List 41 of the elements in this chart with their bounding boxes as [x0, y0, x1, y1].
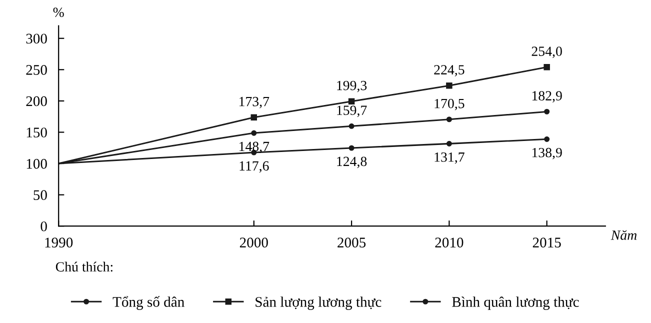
data-label: 148,7 — [239, 142, 270, 154]
point — [250, 114, 258, 121]
legend-label: Sản lượng lương thực — [256, 296, 382, 310]
x-tick-label: 2015 — [532, 238, 561, 248]
data-label: 117,6 — [240, 161, 269, 173]
x-tick-label: 2005 — [338, 238, 366, 248]
y-tick-label: 250 — [26, 65, 47, 75]
y-tick-label: 50 — [34, 190, 47, 200]
legend-title: Chú thích: — [56, 262, 112, 272]
legend-label: Bình quân lương thực — [452, 296, 579, 310]
y-axis-title: % — [53, 8, 64, 18]
data-label: 124,8 — [337, 156, 367, 168]
data-label: 159,7 — [337, 106, 367, 117]
data-label: 254,0 — [532, 46, 562, 58]
point — [348, 98, 355, 104]
y-tick-label: 300 — [26, 34, 47, 44]
data-label: 182,9 — [532, 91, 562, 102]
data-label: 199,3 — [337, 80, 367, 92]
x-axis-title: Năm — [610, 230, 637, 240]
x-tick-label: 2010 — [435, 238, 464, 248]
point — [446, 116, 452, 122]
data-label: 173,7 — [239, 96, 270, 108]
point — [251, 130, 257, 136]
data-label: 170,5 — [434, 98, 464, 110]
point — [544, 108, 550, 114]
point — [446, 82, 452, 89]
point — [544, 136, 550, 142]
x-tick-label: 1990 — [45, 238, 73, 248]
data-label: 138,9 — [532, 148, 562, 160]
data-label: 131,7 — [434, 152, 464, 164]
point — [544, 64, 550, 70]
point — [446, 140, 452, 146]
data-label: 224,5 — [434, 65, 464, 76]
y-tick-label: 150 — [26, 128, 47, 138]
y-tick-label: 100 — [26, 158, 47, 169]
point — [348, 123, 354, 129]
point — [348, 145, 354, 151]
legend-label: Tổng số dân — [112, 296, 184, 310]
y-tick-label: 200 — [26, 96, 47, 106]
x-tick-label: 2000 — [240, 238, 268, 248]
y-tick-label: 0 — [40, 221, 47, 232]
